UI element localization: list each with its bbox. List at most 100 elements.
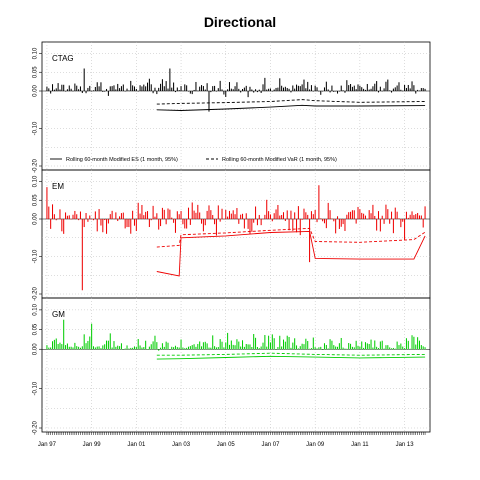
return-bar xyxy=(113,85,115,91)
return-bar xyxy=(104,219,106,221)
return-bar xyxy=(169,349,171,350)
return-bar xyxy=(243,346,245,350)
return-bar xyxy=(381,90,383,92)
return-bar xyxy=(158,349,160,351)
return-bar xyxy=(148,346,150,350)
return-bar xyxy=(94,86,96,91)
return-bar xyxy=(389,219,391,224)
return-bar xyxy=(353,85,355,91)
return-bar xyxy=(312,337,314,350)
y-tick-label: 0.10 xyxy=(33,303,39,315)
return-bar xyxy=(238,88,240,91)
return-bar xyxy=(299,346,301,350)
return-bar xyxy=(266,89,268,91)
return-bar xyxy=(314,209,316,219)
return-bar xyxy=(150,344,152,350)
return-bar xyxy=(91,323,93,350)
return-bar xyxy=(327,348,329,350)
return-bar xyxy=(195,81,197,91)
return-bar xyxy=(338,91,340,92)
return-bar xyxy=(111,86,113,91)
return-bar xyxy=(372,347,374,350)
return-bar xyxy=(158,87,160,91)
return-bar xyxy=(255,206,257,219)
return-bar xyxy=(228,344,230,350)
return-bar xyxy=(83,334,85,350)
return-bar xyxy=(132,347,134,350)
return-bar xyxy=(115,212,117,219)
return-bar xyxy=(46,345,48,350)
return-bar xyxy=(195,346,197,350)
return-bar xyxy=(400,89,402,91)
return-bar xyxy=(128,90,130,91)
y-tick-label: 0.10 xyxy=(33,175,39,187)
return-bar xyxy=(106,88,108,91)
return-bar xyxy=(176,347,178,350)
return-bar xyxy=(251,347,253,350)
return-bar xyxy=(314,347,316,350)
return-bar xyxy=(404,84,406,91)
return-bar xyxy=(115,89,117,91)
return-bar xyxy=(413,215,415,219)
return-bar xyxy=(76,214,78,219)
return-bar xyxy=(299,219,301,236)
return-bar xyxy=(370,339,372,350)
return-bar xyxy=(296,345,298,350)
return-bar xyxy=(223,219,225,220)
return-bar xyxy=(70,219,72,220)
return-bar xyxy=(61,84,63,91)
x-tick-label: Jan 99 xyxy=(83,442,102,448)
return-bar xyxy=(208,347,210,350)
return-bar xyxy=(404,348,406,350)
return-bar xyxy=(107,340,109,350)
return-bar xyxy=(227,216,229,219)
return-bar xyxy=(68,85,70,91)
return-bar xyxy=(150,84,152,91)
y-tick-label: 0.05 xyxy=(33,66,39,78)
return-bar xyxy=(120,213,122,219)
return-bar xyxy=(189,219,191,225)
return-bar xyxy=(405,211,407,219)
return-bar xyxy=(204,89,206,91)
return-bar xyxy=(98,86,100,91)
return-bar xyxy=(145,211,147,219)
return-bar xyxy=(232,344,234,350)
return-bar xyxy=(182,90,184,92)
return-bar xyxy=(113,218,115,220)
legend: Rolling 60-month Modified ES (1 month, 9… xyxy=(50,157,337,163)
return-bar xyxy=(163,86,165,91)
return-bar xyxy=(260,219,262,226)
return-bar xyxy=(284,219,286,221)
return-bar xyxy=(260,346,262,350)
return-bar xyxy=(256,219,258,226)
return-bar xyxy=(359,85,361,91)
return-bar xyxy=(364,342,366,350)
return-bar xyxy=(305,338,307,350)
return-bar xyxy=(370,213,372,219)
return-bar xyxy=(193,210,195,219)
return-bar xyxy=(225,91,227,97)
return-bar xyxy=(357,84,359,91)
return-bar xyxy=(361,341,363,350)
return-bar xyxy=(176,211,178,219)
return-bar xyxy=(318,91,320,92)
return-bar xyxy=(65,91,67,92)
return-bar xyxy=(307,341,309,350)
return-bar xyxy=(342,347,344,350)
return-bar xyxy=(357,345,359,350)
return-bar xyxy=(355,340,357,350)
return-bar xyxy=(100,348,102,350)
return-bar xyxy=(357,206,359,219)
return-bar xyxy=(318,347,320,350)
return-bar xyxy=(294,338,296,350)
y-tick-label: 0.10 xyxy=(33,47,39,59)
return-bar xyxy=(344,348,346,350)
return-bar xyxy=(201,346,203,350)
return-bar xyxy=(109,214,111,219)
return-bar xyxy=(417,89,419,91)
return-bar xyxy=(81,346,83,350)
return-bar xyxy=(85,212,87,219)
y-tick-label: -0.20 xyxy=(33,159,39,173)
return-bar xyxy=(353,210,355,219)
return-bar xyxy=(135,219,137,232)
